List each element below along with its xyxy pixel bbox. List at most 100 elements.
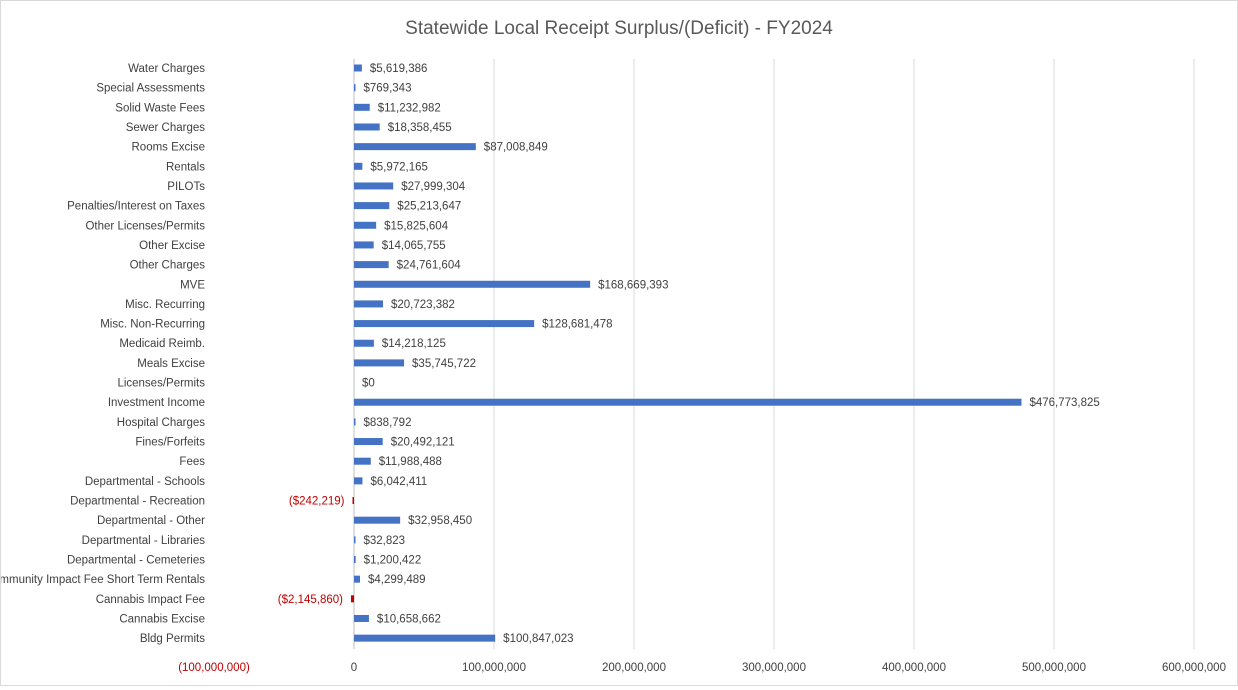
data-label: $168,669,393 <box>598 279 668 291</box>
category-label: Other Licenses/Permits <box>85 220 205 232</box>
data-label: $11,988,488 <box>379 456 442 468</box>
data-label: $6,042,411 <box>370 476 427 488</box>
category-label: Licenses/Permits <box>117 378 205 390</box>
data-label: $100,847,023 <box>503 633 573 645</box>
x-tick-label: 100,000,000 <box>462 662 526 674</box>
x-tick-label: (100,000,000) <box>178 662 250 674</box>
bar <box>354 280 591 288</box>
category-labels: Water Charges Special Assessments Solid Wa… <box>0 63 206 645</box>
category-label: Cannabis Excise <box>119 613 205 625</box>
category-label: Community Impact Fee Short Term Rentals <box>1 574 205 586</box>
category-label: Penalties/Interest on Taxes <box>67 201 205 213</box>
data-label: $32,958,450 <box>408 515 472 527</box>
bar <box>354 516 401 524</box>
category-label: Departmental - Schools <box>85 476 205 488</box>
bar <box>354 202 390 210</box>
bar <box>354 182 394 190</box>
category-label: Sewer Charges <box>126 122 206 134</box>
bar <box>354 614 369 622</box>
category-label: Medicaid Reimb. <box>119 338 205 350</box>
bar <box>354 398 1022 406</box>
bar <box>354 438 383 446</box>
x-tick-label: 600,000,000 <box>1162 662 1226 674</box>
data-label: $128,681,478 <box>542 319 612 331</box>
data-label: $10,658,662 <box>377 613 441 625</box>
x-tick-label: 0 <box>351 662 357 674</box>
bar <box>354 359 405 367</box>
category-label: Misc. Recurring <box>125 299 205 311</box>
data-label: $0 <box>362 378 375 390</box>
data-label: $35,745,722 <box>412 358 476 370</box>
category-label: Hospital Charges <box>117 417 205 429</box>
bar <box>354 300 384 308</box>
category-label: Departmental - Recreation <box>70 496 205 508</box>
x-tick-label: 200,000,000 <box>602 662 666 674</box>
bar <box>354 103 370 111</box>
category-label: Fines/Forfeits <box>135 437 205 449</box>
data-label: $24,761,604 <box>397 260 462 272</box>
bar <box>354 241 374 249</box>
category-label: Rentals <box>166 161 205 173</box>
x-tick-label: 400,000,000 <box>882 662 946 674</box>
bar <box>354 221 377 229</box>
data-label: $476,773,825 <box>1029 397 1099 409</box>
x-tick-label: 300,000,000 <box>742 662 806 674</box>
category-label: Water Charges <box>128 63 205 75</box>
data-label: $769,343 <box>364 83 412 95</box>
bar <box>354 339 374 347</box>
category-label: Solid Waste Fees <box>115 102 205 114</box>
data-label: $20,723,382 <box>391 299 455 311</box>
bar <box>354 457 371 465</box>
data-label: $11,232,982 <box>378 102 441 114</box>
x-axis-tick-labels: (100,000,000) 0 100,000,000 200,000,000 300,… <box>178 662 1226 674</box>
category-label: PILOTs <box>167 181 205 193</box>
data-label: $32,823 <box>364 535 406 547</box>
data-label: ($242,219) <box>289 496 345 508</box>
data-label: $14,065,755 <box>382 240 446 252</box>
category-label: Special Assessments <box>96 83 205 95</box>
bar <box>354 123 380 131</box>
category-label: Other Excise <box>139 240 205 252</box>
bars <box>350 64 1022 642</box>
bar <box>354 64 362 72</box>
category-label: Cannabis Impact Fee <box>96 594 205 606</box>
bar <box>354 143 476 151</box>
category-label: Departmental - Cemeteries <box>67 555 205 567</box>
bar <box>354 162 363 170</box>
data-label: $25,213,647 <box>397 201 461 213</box>
data-label: ($2,145,860) <box>278 594 343 606</box>
data-label: $1,200,422 <box>364 555 422 567</box>
data-label: $838,792 <box>364 417 412 429</box>
bar <box>354 418 356 426</box>
bar <box>354 556 356 563</box>
bar <box>354 536 356 544</box>
data-labels: $5,619,386 $769,343 $11,232,982 $18,358,455… <box>278 63 1100 645</box>
bar <box>350 595 354 603</box>
x-tick-label: 500,000,000 <box>1022 662 1086 674</box>
category-label: Departmental - Other <box>97 515 205 527</box>
category-label: Other Charges <box>130 260 206 272</box>
data-label: $20,492,121 <box>391 437 455 449</box>
data-label: $14,218,125 <box>382 338 446 350</box>
bar <box>354 634 496 642</box>
category-label: Misc. Non-Recurring <box>100 319 205 331</box>
data-label: $27,999,304 <box>401 181 466 193</box>
bar <box>354 320 535 328</box>
data-label: $18,358,455 <box>388 122 452 134</box>
data-label: $4,299,489 <box>368 574 426 586</box>
data-label: $87,008,849 <box>484 142 548 154</box>
bar <box>354 261 389 269</box>
category-label: MVE <box>180 279 205 291</box>
bar <box>354 84 356 92</box>
bar <box>354 575 361 583</box>
bar <box>352 497 354 505</box>
category-label: Meals Excise <box>137 358 205 370</box>
data-label: $15,825,604 <box>384 220 449 232</box>
chart-title: Statewide Local Receipt Surplus/(Deficit… <box>405 18 833 39</box>
category-label: Departmental - Libraries <box>82 535 206 547</box>
category-label: Rooms Excise <box>132 142 206 154</box>
category-label: Investment Income <box>108 397 205 409</box>
category-label: Bldg Permits <box>140 633 205 645</box>
